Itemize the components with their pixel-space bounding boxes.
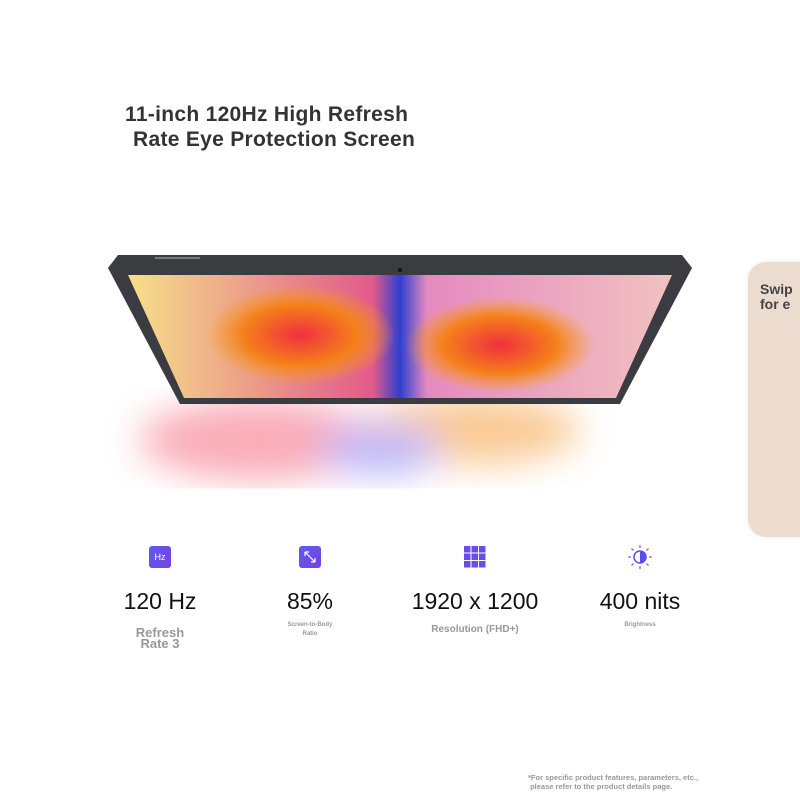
spec-resolution: 1920 x 1200 Resolution (FHD+) <box>395 546 555 635</box>
spec-refresh-rate: Hz 120 Hz Refresh Rate 3 <box>80 546 240 650</box>
grid-icon <box>464 546 486 568</box>
swipe-card[interactable]: Swip for e <box>748 262 800 537</box>
spec-screen-ratio: 85% Screen-to-Body Ratio <box>230 546 390 639</box>
spec-brightness: 400 nits Brightness <box>560 545 720 628</box>
page-title: 11-inch 120Hz High Refresh Rate Eye Prot… <box>125 103 416 151</box>
tablet-image <box>108 255 692 480</box>
diagonal-arrow-icon <box>299 546 321 568</box>
brightness-icon <box>628 545 652 569</box>
hz-icon: Hz <box>149 546 171 568</box>
footnote: *For specific product features, paramete… <box>528 773 699 791</box>
